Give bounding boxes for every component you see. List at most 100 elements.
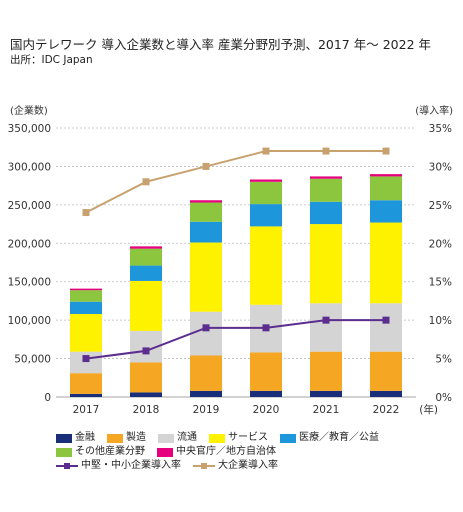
bar-segment-2022-3 — [370, 222, 402, 304]
legend-label: 医療／教育／公益 — [299, 432, 379, 443]
y-axis-right-label: (導入率) — [415, 104, 453, 117]
chart-svg: (企業数) (導入率) 0 50,000 100,000 150,000 200,000 25… — [8, 104, 454, 416]
legend-swatch — [56, 433, 72, 443]
x-tick-label: 2018 — [133, 404, 160, 416]
bar-segment-2022-1 — [370, 351, 402, 391]
bar-segment-2021-4 — [310, 201, 342, 225]
bar-segment-2018-6 — [130, 246, 162, 249]
bar-segment-2020-5 — [250, 181, 282, 205]
bar-segment-2018-5 — [130, 248, 162, 266]
legend-row-1: 金融 製造 流通 サービス 医療／教育／公益 — [56, 431, 391, 445]
bar-segment-2019-3 — [190, 242, 222, 312]
x-tick-label: 2019 — [193, 404, 220, 416]
bar-segment-2018-1 — [130, 362, 162, 393]
rate-point-0-4 — [322, 316, 330, 324]
y-tick-label: 350,000 — [8, 123, 51, 135]
bar-segment-2020-0 — [250, 390, 282, 397]
bar-segment-2021-0 — [310, 390, 342, 397]
legend-swatch — [209, 433, 225, 443]
bar-segment-2022-5 — [370, 176, 402, 201]
x-tick-label: 2017 — [73, 404, 100, 416]
bar-segment-2017-3 — [70, 313, 102, 352]
y-right-tick-label: 5% — [435, 354, 452, 366]
y-right-tick-label: 20% — [429, 238, 452, 250]
legend-swatch — [56, 447, 72, 457]
rate-point-1-4 — [322, 147, 330, 155]
bar-segment-2019-6 — [190, 200, 222, 203]
legend-item-daikigyo-rate: 大企業導入率 — [193, 459, 278, 473]
bar-segment-2017-1 — [70, 373, 102, 394]
bar-segment-2017-0 — [70, 393, 102, 397]
rate-point-0-3 — [262, 324, 270, 332]
rate-point-1-5 — [382, 147, 390, 155]
bar-segment-2017-4 — [70, 301, 102, 314]
y-tick-label: 150,000 — [8, 277, 51, 289]
x-tick-label: 2022 — [373, 404, 400, 416]
bar-segment-2022-6 — [370, 174, 402, 177]
y-right-tick-label: 10% — [429, 315, 452, 327]
rate-point-0-0 — [82, 355, 90, 363]
legend-label: 中堅・中小企業導入率 — [81, 460, 181, 471]
bar-segment-2018-4 — [130, 265, 162, 281]
bar-segment-2017-6 — [70, 288, 102, 291]
legend-item-kinyu: 金融 — [56, 431, 95, 445]
bar-segment-2017-2 — [70, 351, 102, 374]
x-tick-label: 2021 — [313, 404, 340, 416]
y-tick-label: 200,000 — [8, 238, 51, 250]
y-tick-label: 50,000 — [14, 354, 51, 366]
bar-segment-2019-5 — [190, 202, 222, 222]
bar-segment-2022-2 — [370, 303, 402, 352]
bar-segment-2022-0 — [370, 390, 402, 397]
bar-segment-2018-0 — [130, 392, 162, 397]
legend-swatch — [157, 447, 173, 457]
rate-point-1-1 — [142, 178, 150, 186]
y-tick-label: 250,000 — [8, 200, 51, 212]
legend-label: 金融 — [75, 432, 95, 443]
bar-segment-2021-3 — [310, 224, 342, 304]
legend-row-3: 中堅・中小企業導入率 大企業導入率 — [56, 459, 391, 473]
bar-segment-2020-4 — [250, 204, 282, 227]
bar-segment-2017-5 — [70, 290, 102, 302]
y-right-tick-label: 30% — [429, 161, 452, 173]
legend-swatch — [280, 433, 296, 443]
chart-source: 出所：IDC Japan — [10, 54, 93, 66]
legend-swatch — [107, 433, 123, 443]
chart-legend: 金融 製造 流通 サービス 医療／教育／公益 その他産業分野 中央官庁／地方自治… — [56, 431, 391, 473]
x-axis-unit: (年) — [419, 403, 438, 416]
rate-point-0-5 — [382, 316, 390, 324]
legend-item-service: サービス — [209, 431, 268, 445]
legend-label: 中央官庁／地方自治体 — [176, 446, 276, 457]
bar-segment-2018-3 — [130, 280, 162, 331]
bar-segment-2020-1 — [250, 352, 282, 391]
bar-segment-2021-6 — [310, 176, 342, 179]
bar-segment-2021-2 — [310, 303, 342, 352]
legend-line-marker — [193, 461, 215, 471]
legend-label: 流通 — [177, 432, 197, 443]
y-right-tick-label: 0% — [435, 392, 452, 404]
y-tick-label: 0 — [44, 392, 51, 404]
rate-point-1-3 — [262, 147, 270, 155]
legend-item-sonota: その他産業分野 — [56, 445, 145, 459]
y-right-tick-label: 15% — [429, 277, 452, 289]
legend-row-2: その他産業分野 中央官庁／地方自治体 — [56, 445, 391, 459]
bar-segment-2021-5 — [310, 178, 342, 202]
legend-label: 大企業導入率 — [218, 460, 278, 471]
bar-segment-2022-4 — [370, 200, 402, 223]
chart-title: 国内テレワーク 導入企業数と導入率 産業分野別予測、2017 年〜 2022 年 — [10, 37, 431, 52]
rate-line-1 — [85, 150, 386, 214]
legend-label: サービス — [228, 432, 268, 443]
rate-point-1-2 — [202, 162, 210, 170]
y-tick-label: 100,000 — [8, 315, 51, 327]
legend-swatch — [158, 433, 174, 443]
rate-point-0-1 — [142, 347, 150, 355]
bar-segment-2019-0 — [190, 390, 222, 397]
legend-item-seizo: 製造 — [107, 431, 146, 445]
bar-segment-2020-3 — [250, 226, 282, 305]
legend-item-iryo: 医療／教育／公益 — [280, 431, 379, 445]
legend-line-marker — [56, 461, 78, 471]
rate-point-1-0 — [82, 209, 90, 217]
y-axis-label: (企業数) — [10, 104, 48, 117]
x-tick-label: 2020 — [253, 404, 280, 416]
bar-segment-2021-1 — [310, 351, 342, 391]
legend-label: その他産業分野 — [75, 446, 145, 457]
